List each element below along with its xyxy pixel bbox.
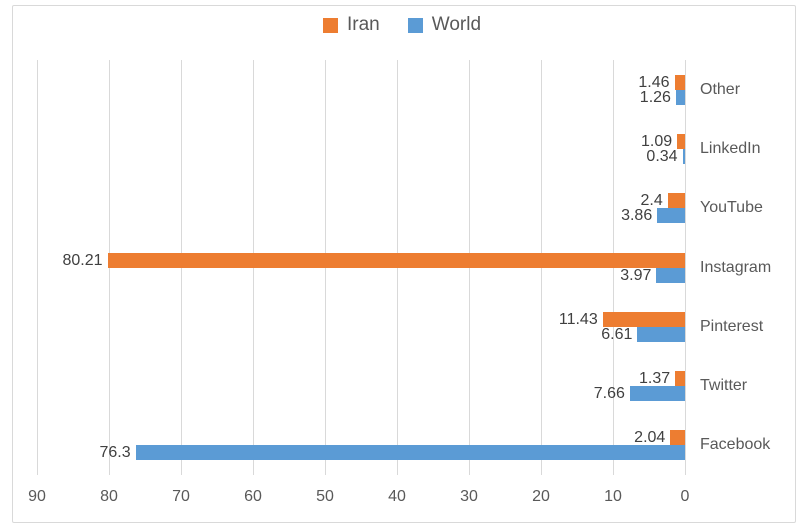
- x-tick-label: 90: [28, 488, 46, 505]
- category-label-facebook: Facebook: [700, 436, 771, 454]
- x-tick-label: 40: [388, 488, 406, 505]
- bar-world-twitter: [629, 386, 685, 402]
- category-label-linkedin: LinkedIn: [700, 139, 761, 157]
- value-label-world-twitter: 7.66: [593, 385, 625, 403]
- legend-swatch-iran: [322, 17, 338, 33]
- category-label-youtube: YouTube: [700, 199, 763, 217]
- chart-legend: Iran World: [0, 14, 804, 36]
- value-label-iran-twitter: 1.37: [639, 370, 671, 388]
- value-label-iran-other: 1.46: [638, 73, 670, 91]
- value-label-world-facebook: 76.3: [99, 444, 131, 462]
- gridline: [36, 60, 38, 475]
- bar-world-instagram: [656, 267, 685, 283]
- x-tick-label: 60: [244, 488, 262, 505]
- gridline: [108, 60, 110, 475]
- gridline: [252, 60, 254, 475]
- x-tick-label: 50: [316, 488, 334, 505]
- x-tick-label: 80: [100, 488, 118, 505]
- bar-world-pinterest: [637, 326, 685, 342]
- bar-world-other: [675, 89, 685, 105]
- value-label-world-other: 1.26: [639, 88, 671, 106]
- legend-label-iran: Iran: [346, 14, 380, 35]
- chart-border: [12, 5, 796, 523]
- gridline: [396, 60, 398, 475]
- value-label-iran-linkedin: 1.09: [641, 132, 673, 150]
- legend-swatch-world: [407, 17, 423, 33]
- gridline: [612, 60, 614, 475]
- value-label-iran-facebook: 2.04: [634, 429, 666, 447]
- plot-area: 1.46 1.26 1.09 0.34 2.4 3.86 80.21 3.97 11.43 6.6…: [36, 60, 686, 475]
- bar-iran-other: [674, 74, 685, 90]
- value-label-world-pinterest: 6.61: [601, 325, 633, 343]
- x-tick-label: 10: [604, 488, 622, 505]
- category-label-instagram: Instagram: [700, 258, 772, 276]
- gridline: [468, 60, 470, 475]
- gridline: [180, 60, 182, 475]
- legend-item-iran: Iran: [322, 14, 380, 36]
- category-label-twitter: Twitter: [700, 377, 748, 395]
- gridline: [324, 60, 326, 475]
- value-label-iran-pinterest: 11.43: [558, 310, 598, 328]
- bar-iran-youtube: [667, 193, 685, 209]
- x-tick-label: 70: [172, 488, 190, 505]
- x-tick-label: 0: [680, 488, 690, 505]
- category-label-other: Other: [700, 80, 741, 98]
- bar-iran-pinterest: [602, 311, 685, 327]
- value-label-iran-instagram: 80.21: [62, 251, 103, 269]
- value-label-world-linkedin: 0.34: [646, 147, 678, 165]
- value-label-world-instagram: 3.97: [620, 266, 652, 284]
- bar-iran-linkedin: [677, 133, 685, 149]
- legend-label-world: World: [431, 14, 482, 35]
- bar-iran-facebook: [670, 430, 685, 446]
- bar-world-youtube: [657, 208, 685, 224]
- bar-iran-twitter: [675, 371, 685, 387]
- category-label-pinterest: Pinterest: [700, 317, 764, 335]
- x-tick-label: 20: [532, 488, 550, 505]
- bar-world-linkedin: [682, 148, 685, 164]
- value-label-world-youtube: 3.86: [621, 207, 653, 225]
- value-label-iran-youtube: 2.4: [640, 192, 663, 210]
- legend-item-world: World: [407, 14, 482, 36]
- gridline: [540, 60, 542, 475]
- x-tick-label: 30: [460, 488, 478, 505]
- gridline: [684, 60, 686, 475]
- bar-world-facebook: [135, 445, 685, 461]
- bar-iran-instagram: [107, 252, 685, 268]
